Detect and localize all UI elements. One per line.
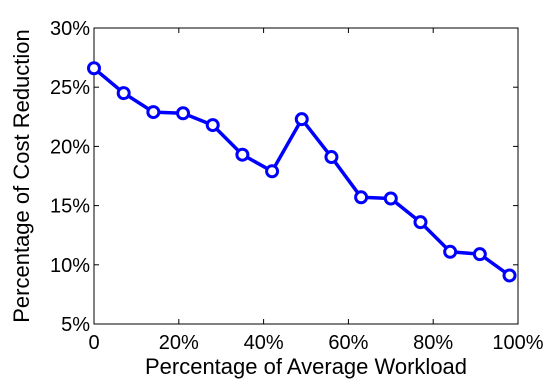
data-point bbox=[383, 191, 398, 206]
data-point bbox=[324, 150, 339, 165]
tick-marks bbox=[93, 27, 519, 325]
x-tick-label: 20% bbox=[159, 332, 199, 354]
y-tick-labels: 5% 10% 15% 20% 25% 30% bbox=[50, 18, 90, 336]
y-axis-title: Percentage of Cost Reduction bbox=[9, 29, 34, 323]
y-tick-label: 10% bbox=[50, 255, 90, 277]
data-point bbox=[176, 106, 191, 121]
y-tick-label: 15% bbox=[50, 196, 90, 218]
x-tick-label: 80% bbox=[413, 332, 453, 354]
plot-area bbox=[93, 27, 519, 325]
x-tick-label: 60% bbox=[328, 332, 368, 354]
data-point bbox=[87, 61, 101, 76]
series-layer bbox=[87, 61, 517, 283]
data-point bbox=[205, 118, 220, 133]
data-point bbox=[502, 268, 517, 283]
y-tick-label: 20% bbox=[50, 136, 90, 158]
data-point bbox=[413, 215, 428, 230]
x-axis-title: Percentage of Average Workload bbox=[145, 354, 467, 379]
data-point bbox=[116, 86, 131, 101]
data-point bbox=[472, 247, 487, 262]
data-point bbox=[265, 164, 280, 179]
data-point bbox=[354, 190, 369, 205]
x-tick-label: 100% bbox=[492, 332, 543, 354]
x-tick-label: 40% bbox=[244, 332, 284, 354]
y-tick-label: 25% bbox=[50, 77, 90, 99]
y-tick-label: 5% bbox=[61, 314, 90, 336]
x-tick-labels: 0 20% 40% 60% 80% 100% bbox=[88, 332, 543, 354]
data-point bbox=[146, 105, 161, 120]
x-tick-label: 0 bbox=[88, 332, 99, 354]
data-point bbox=[294, 112, 309, 127]
data-point bbox=[235, 147, 250, 162]
data-point bbox=[443, 244, 458, 259]
y-tick-label: 30% bbox=[50, 18, 90, 40]
